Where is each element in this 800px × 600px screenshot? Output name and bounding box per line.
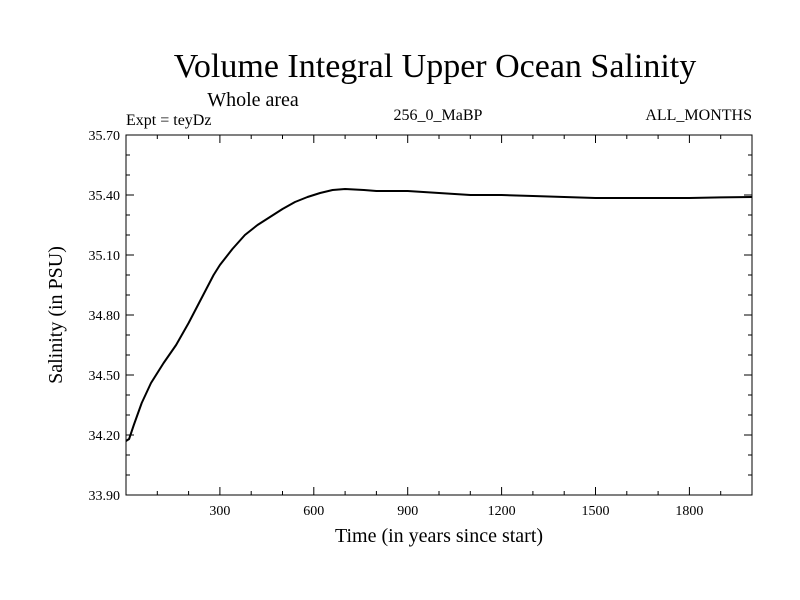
chart-subtitle: Whole area <box>207 89 299 111</box>
plot-frame <box>125 134 753 496</box>
months-label: ALL_MONTHS <box>645 107 752 124</box>
y-axis-label: Salinity (in PSU) <box>45 246 67 384</box>
x-tick-label: 1800 <box>675 504 703 519</box>
x-tick-label: 1500 <box>582 504 610 519</box>
y-tick-label: 34.80 <box>89 309 121 324</box>
x-tick-label: 300 <box>209 504 230 519</box>
x-tick-label: 900 <box>397 504 418 519</box>
experiment-label: Expt = teyDz <box>126 112 211 129</box>
series-line-salinity <box>125 188 753 442</box>
y-tick-label: 35.40 <box>89 189 121 204</box>
series-layer <box>125 188 753 442</box>
y-tick-label: 35.10 <box>89 249 121 264</box>
x-tick-label: 1200 <box>488 504 516 519</box>
chart-title: Volume Integral Upper Ocean Salinity <box>174 48 696 85</box>
y-tick-label: 34.20 <box>89 429 121 444</box>
y-tick-label: 34.50 <box>89 369 121 384</box>
y-tick-label: 33.90 <box>89 489 121 504</box>
x-axis-label: Time (in years since start) <box>335 525 543 547</box>
run-label: 256_0_MaBP <box>394 107 483 124</box>
x-tick-label: 600 <box>303 504 324 519</box>
y-tick-label: 35.70 <box>89 129 121 144</box>
